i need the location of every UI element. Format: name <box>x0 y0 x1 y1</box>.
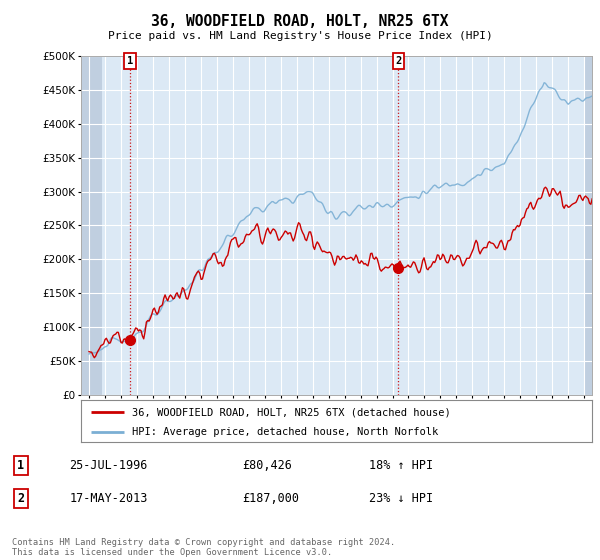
Text: £80,426: £80,426 <box>242 459 292 472</box>
Text: Price paid vs. HM Land Registry's House Price Index (HPI): Price paid vs. HM Land Registry's House … <box>107 31 493 41</box>
Text: 36, WOODFIELD ROAD, HOLT, NR25 6TX (detached house): 36, WOODFIELD ROAD, HOLT, NR25 6TX (deta… <box>132 407 451 417</box>
Text: Contains HM Land Registry data © Crown copyright and database right 2024.
This d: Contains HM Land Registry data © Crown c… <box>12 538 395 557</box>
Text: 1: 1 <box>17 459 24 472</box>
Text: 25-JUL-1996: 25-JUL-1996 <box>70 459 148 472</box>
Text: £187,000: £187,000 <box>242 492 299 505</box>
Text: 2: 2 <box>17 492 24 505</box>
Text: 23% ↓ HPI: 23% ↓ HPI <box>369 492 433 505</box>
Text: 17-MAY-2013: 17-MAY-2013 <box>70 492 148 505</box>
Text: 2: 2 <box>395 56 401 66</box>
Text: HPI: Average price, detached house, North Norfolk: HPI: Average price, detached house, Nort… <box>132 427 439 437</box>
Polygon shape <box>81 56 102 395</box>
Text: 36, WOODFIELD ROAD, HOLT, NR25 6TX: 36, WOODFIELD ROAD, HOLT, NR25 6TX <box>151 14 449 29</box>
Text: 18% ↑ HPI: 18% ↑ HPI <box>369 459 433 472</box>
Polygon shape <box>584 56 592 395</box>
Text: 1: 1 <box>127 56 133 66</box>
